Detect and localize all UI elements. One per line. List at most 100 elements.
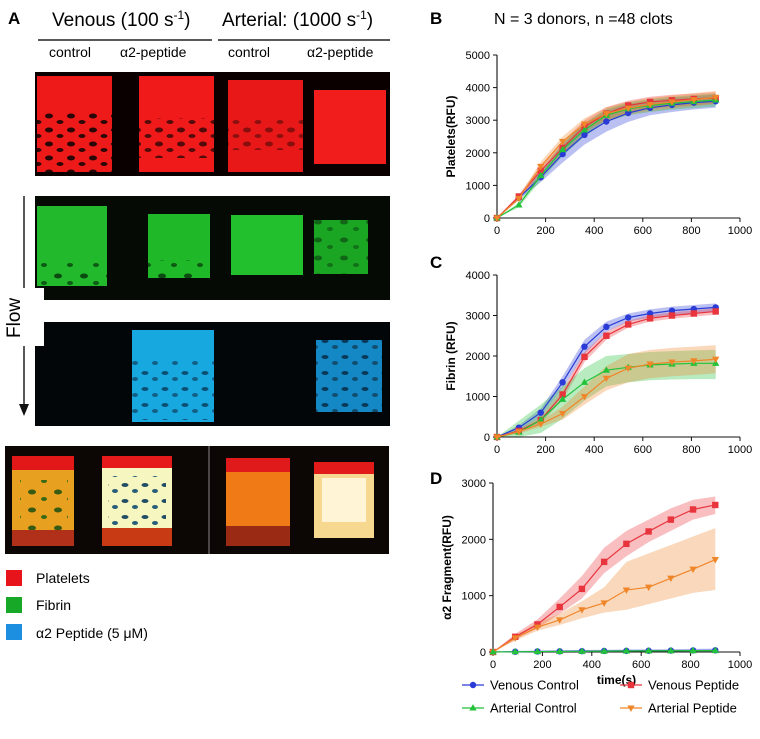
x-tick-label: 800	[682, 444, 700, 456]
data-point-venous_control	[537, 409, 544, 416]
x-tick-label: 200	[536, 444, 554, 456]
data-point-arterial_peptide	[624, 105, 632, 112]
data-point-arterial_peptide	[515, 195, 523, 203]
legend-label-platelets: Platelets	[36, 570, 90, 586]
column-label-venous-control: control	[49, 44, 91, 60]
x-tick-label: 1000	[728, 444, 752, 456]
flow-arrow-head	[19, 404, 29, 416]
x-tick-label: 400	[583, 659, 601, 671]
data-point-arterial_peptide	[711, 557, 719, 564]
data-point-arterial_peptide	[580, 121, 589, 128]
data-point-venous_control	[646, 310, 654, 317]
data-point-venous_peptide	[534, 621, 541, 628]
data-point-arterial_peptide	[712, 356, 720, 364]
x-tick-label: 200	[533, 659, 551, 671]
legend-marker-venous_peptide	[627, 681, 635, 689]
venous-condition-title: Venous (100 s-1)	[52, 8, 190, 31]
data-point-arterial_peptide	[667, 575, 675, 583]
data-point-venous_peptide	[556, 603, 563, 611]
x-tick-label: 0	[494, 444, 500, 456]
error-band-arterial_peptide	[493, 528, 716, 652]
data-point-arterial_peptide	[622, 587, 631, 594]
data-point-venous_peptide	[603, 332, 610, 339]
chart-alpha2-fragment: 0 200 400 600 800 1000 0 1000 2000 3000 α2 Fragmen…	[440, 478, 752, 687]
panel-b-label: B	[430, 9, 442, 28]
x-tick-label: 200	[536, 225, 554, 237]
flow-label-backing	[4, 288, 44, 346]
data-point-arterial_control	[511, 647, 519, 655]
data-point-venous_control	[559, 379, 566, 386]
data-point-arterial_control	[533, 647, 542, 655]
data-point-arterial_peptide	[515, 429, 523, 436]
data-point-venous_peptide	[646, 315, 654, 322]
data-point-arterial_peptide	[493, 215, 501, 222]
y-axis-title: α2 Fragment(RFU)	[440, 515, 454, 620]
data-point-venous_control	[603, 118, 610, 125]
data-point-venous_control	[625, 314, 632, 321]
data-point-venous_peptide	[559, 391, 566, 398]
x-tick-label: 0	[494, 225, 500, 237]
x-tick-label: 1000	[728, 225, 752, 237]
data-point-arterial_peptide	[537, 421, 545, 428]
data-point-venous_control	[668, 307, 676, 314]
data-point-venous_peptide	[623, 540, 630, 548]
data-point-venous_control	[581, 343, 588, 350]
data-point-arterial_peptide	[646, 101, 654, 109]
data-point-arterial_peptide	[712, 94, 720, 102]
data-point-venous_peptide	[689, 506, 697, 513]
error-band-venous_peptide	[497, 308, 716, 437]
x-tick-label: 600	[632, 659, 650, 671]
data-point-arterial_control	[600, 647, 608, 654]
data-point-venous_peptide	[537, 167, 544, 174]
data-point-venous_peptide	[668, 312, 676, 319]
data-point-arterial_peptide	[493, 434, 501, 441]
data-point-arterial_control	[558, 145, 567, 153]
column-label-arterial-control: control	[228, 44, 270, 60]
legend-label-fibrin: Fibrin	[36, 597, 71, 613]
x-tick-label: 400	[585, 225, 603, 237]
data-point-arterial_control	[489, 648, 497, 655]
flow-label: Flow	[4, 298, 25, 338]
legend-swatch-peptide	[6, 624, 22, 640]
panel-c-label: C	[430, 253, 442, 272]
data-point-arterial_peptide	[558, 410, 567, 418]
data-point-arterial_peptide	[689, 566, 697, 574]
data-point-venous_peptide	[712, 501, 719, 509]
data-point-arterial_peptide	[578, 607, 586, 614]
data-point-venous_control	[625, 109, 632, 117]
data-point-venous_peptide	[667, 516, 675, 523]
micrograph-merged-row	[5, 446, 389, 554]
y-tick-label: 3000	[462, 478, 486, 490]
data-point-arterial_peptide	[690, 358, 698, 365]
data-point-venous_peptide	[578, 585, 586, 593]
legend-swatch-platelets	[6, 570, 22, 586]
y-tick-label: 2000	[466, 351, 490, 363]
data-point-arterial_peptide	[511, 635, 519, 642]
data-point-arterial_control	[578, 647, 586, 654]
y-tick-label: 4000	[466, 270, 490, 282]
data-point-arterial_control	[537, 171, 545, 179]
data-point-arterial_control	[602, 366, 611, 373]
y-tick-label: 2000	[462, 534, 486, 546]
y-tick-label: 1000	[466, 180, 490, 192]
chart-fibrin: 0 200 400 600 800 1000 0 1000 2000 3000 4000 Fibrin…	[444, 270, 752, 456]
data-point-arterial_control	[558, 395, 567, 402]
legend-label-arterial_control: Arterial Control	[490, 701, 577, 716]
y-tick-label: 4000	[466, 83, 490, 95]
error-band-arterial_peptide	[497, 345, 716, 437]
data-point-arterial_peptide	[580, 393, 589, 401]
column-label-arterial-peptide: α2-peptide	[307, 44, 374, 60]
data-point-venous_peptide	[625, 321, 632, 328]
data-point-arterial_control	[537, 416, 545, 423]
data-point-arterial_control	[515, 201, 523, 208]
data-point-arterial_peptide	[556, 617, 564, 624]
data-point-arterial_peptide	[668, 359, 676, 366]
data-point-venous_peptide	[600, 558, 608, 566]
micrograph-platelets-row	[35, 72, 390, 176]
y-tick-label: 1000	[462, 591, 486, 603]
data-point-arterial_peptide	[600, 600, 608, 607]
data-point-arterial_control	[622, 647, 631, 654]
error-band-venous_control	[497, 303, 716, 437]
y-tick-label: 3000	[466, 311, 490, 323]
chart-platelets: 0 200 400 600 800 1000 0 1000 2000 3000 4000 5000 Pl…	[444, 50, 752, 237]
